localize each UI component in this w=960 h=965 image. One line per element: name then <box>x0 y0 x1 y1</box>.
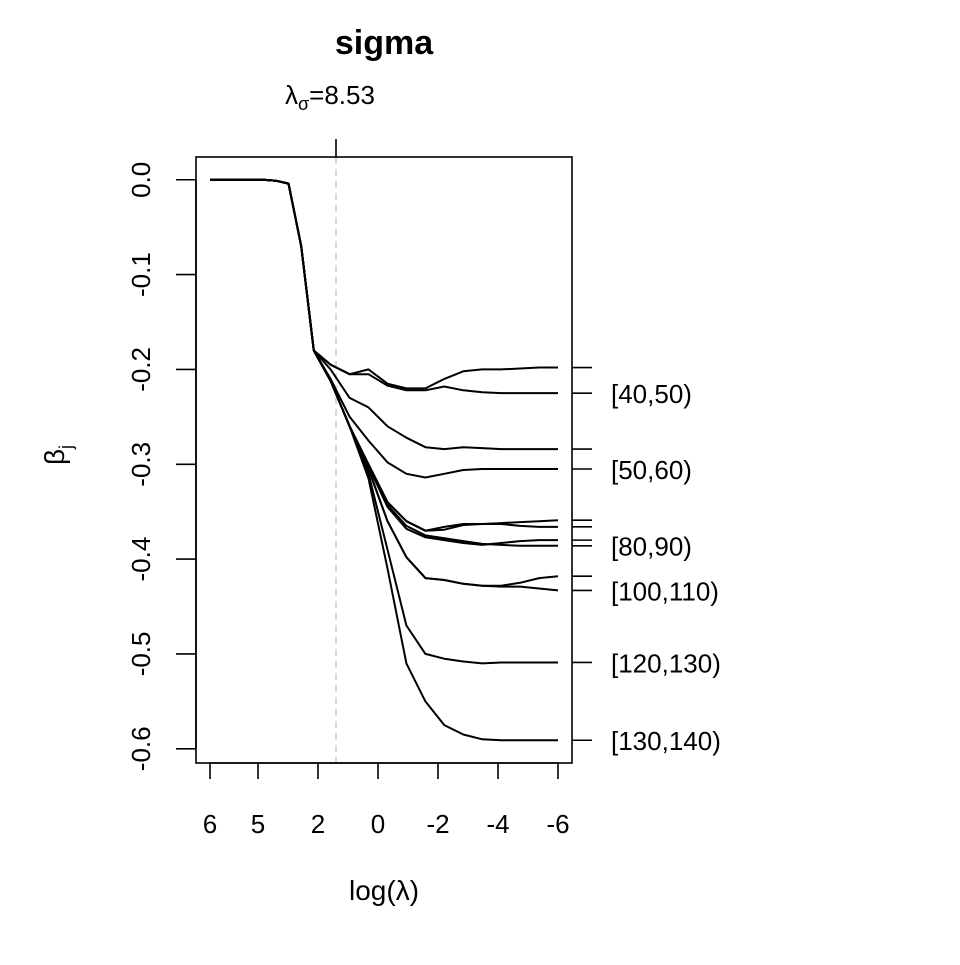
series-line-2 <box>210 178 558 395</box>
series-line-6 <box>210 178 558 532</box>
y-axis: 0.0 -0.1 -0.2 -0.3 -0.4 -0.5 -0.6 <box>126 162 197 771</box>
right-series-labels: [40,50) [50,60) [80,90) [100,110) [120,130) [… <box>611 379 721 756</box>
x-tick-label-3: 2 <box>311 809 325 839</box>
series-line-7 <box>210 178 558 547</box>
y-tick-label-2: -0.1 <box>126 252 156 297</box>
x-axis-title-symbol: λ <box>396 875 410 906</box>
plot-frame <box>195 156 573 764</box>
series-lines <box>210 178 559 742</box>
x-tick-label-1: 6 <box>203 809 217 839</box>
x-tick-label-5: -2 <box>426 809 449 839</box>
lambda-subscript: σ <box>298 94 309 114</box>
x-tick-label-6: -4 <box>486 809 509 839</box>
y-axis-title-subscript: j <box>56 445 76 450</box>
y-tick-label-4: -0.3 <box>126 442 156 487</box>
series-line-3 <box>210 178 558 451</box>
x-tick-label-4: 0 <box>371 809 385 839</box>
y-tick-label-3: -0.2 <box>126 347 156 392</box>
y-tick-label-1: 0.0 <box>126 162 156 198</box>
series-label-7: [80,90) <box>611 532 692 562</box>
y-tick-label-6: -0.5 <box>126 631 156 676</box>
series-label-11: [120,130) <box>611 648 721 678</box>
series-line-1 <box>210 178 558 390</box>
y-tick-label-5: -0.4 <box>126 537 156 582</box>
lambda-symbol: λ <box>285 80 298 110</box>
x-axis-title-prefix: log( <box>349 875 396 906</box>
x-axis-title: log(λ) <box>349 875 419 906</box>
series-line-5 <box>210 178 559 532</box>
series-line-8 <box>210 178 558 546</box>
series-label-10: [100,110) <box>611 576 719 606</box>
x-tick-label-7: -6 <box>546 809 569 839</box>
series-label-12: [130,140) <box>611 726 721 756</box>
lambda-annotation: λσ=8.53 <box>285 80 375 114</box>
lambda-value: =8.53 <box>309 80 375 110</box>
series-label-4: [50,60) <box>611 455 692 485</box>
x-axis-title-suffix: ) <box>410 875 419 906</box>
right-series-ticks <box>572 366 592 742</box>
x-axis: 6 5 2 0 -2 -4 -6 <box>203 762 570 839</box>
series-line-12 <box>210 178 558 742</box>
chart-title: sigma <box>335 24 434 62</box>
series-line-4 <box>210 178 558 479</box>
y-tick-label-7: -0.6 <box>126 726 156 771</box>
series-line-10 <box>210 178 559 592</box>
y-axis-title-symbol: β <box>39 449 70 465</box>
y-axis-title: βj <box>39 445 76 465</box>
x-tick-label-2: 5 <box>251 809 265 839</box>
series-label-2: [40,50) <box>611 379 692 409</box>
